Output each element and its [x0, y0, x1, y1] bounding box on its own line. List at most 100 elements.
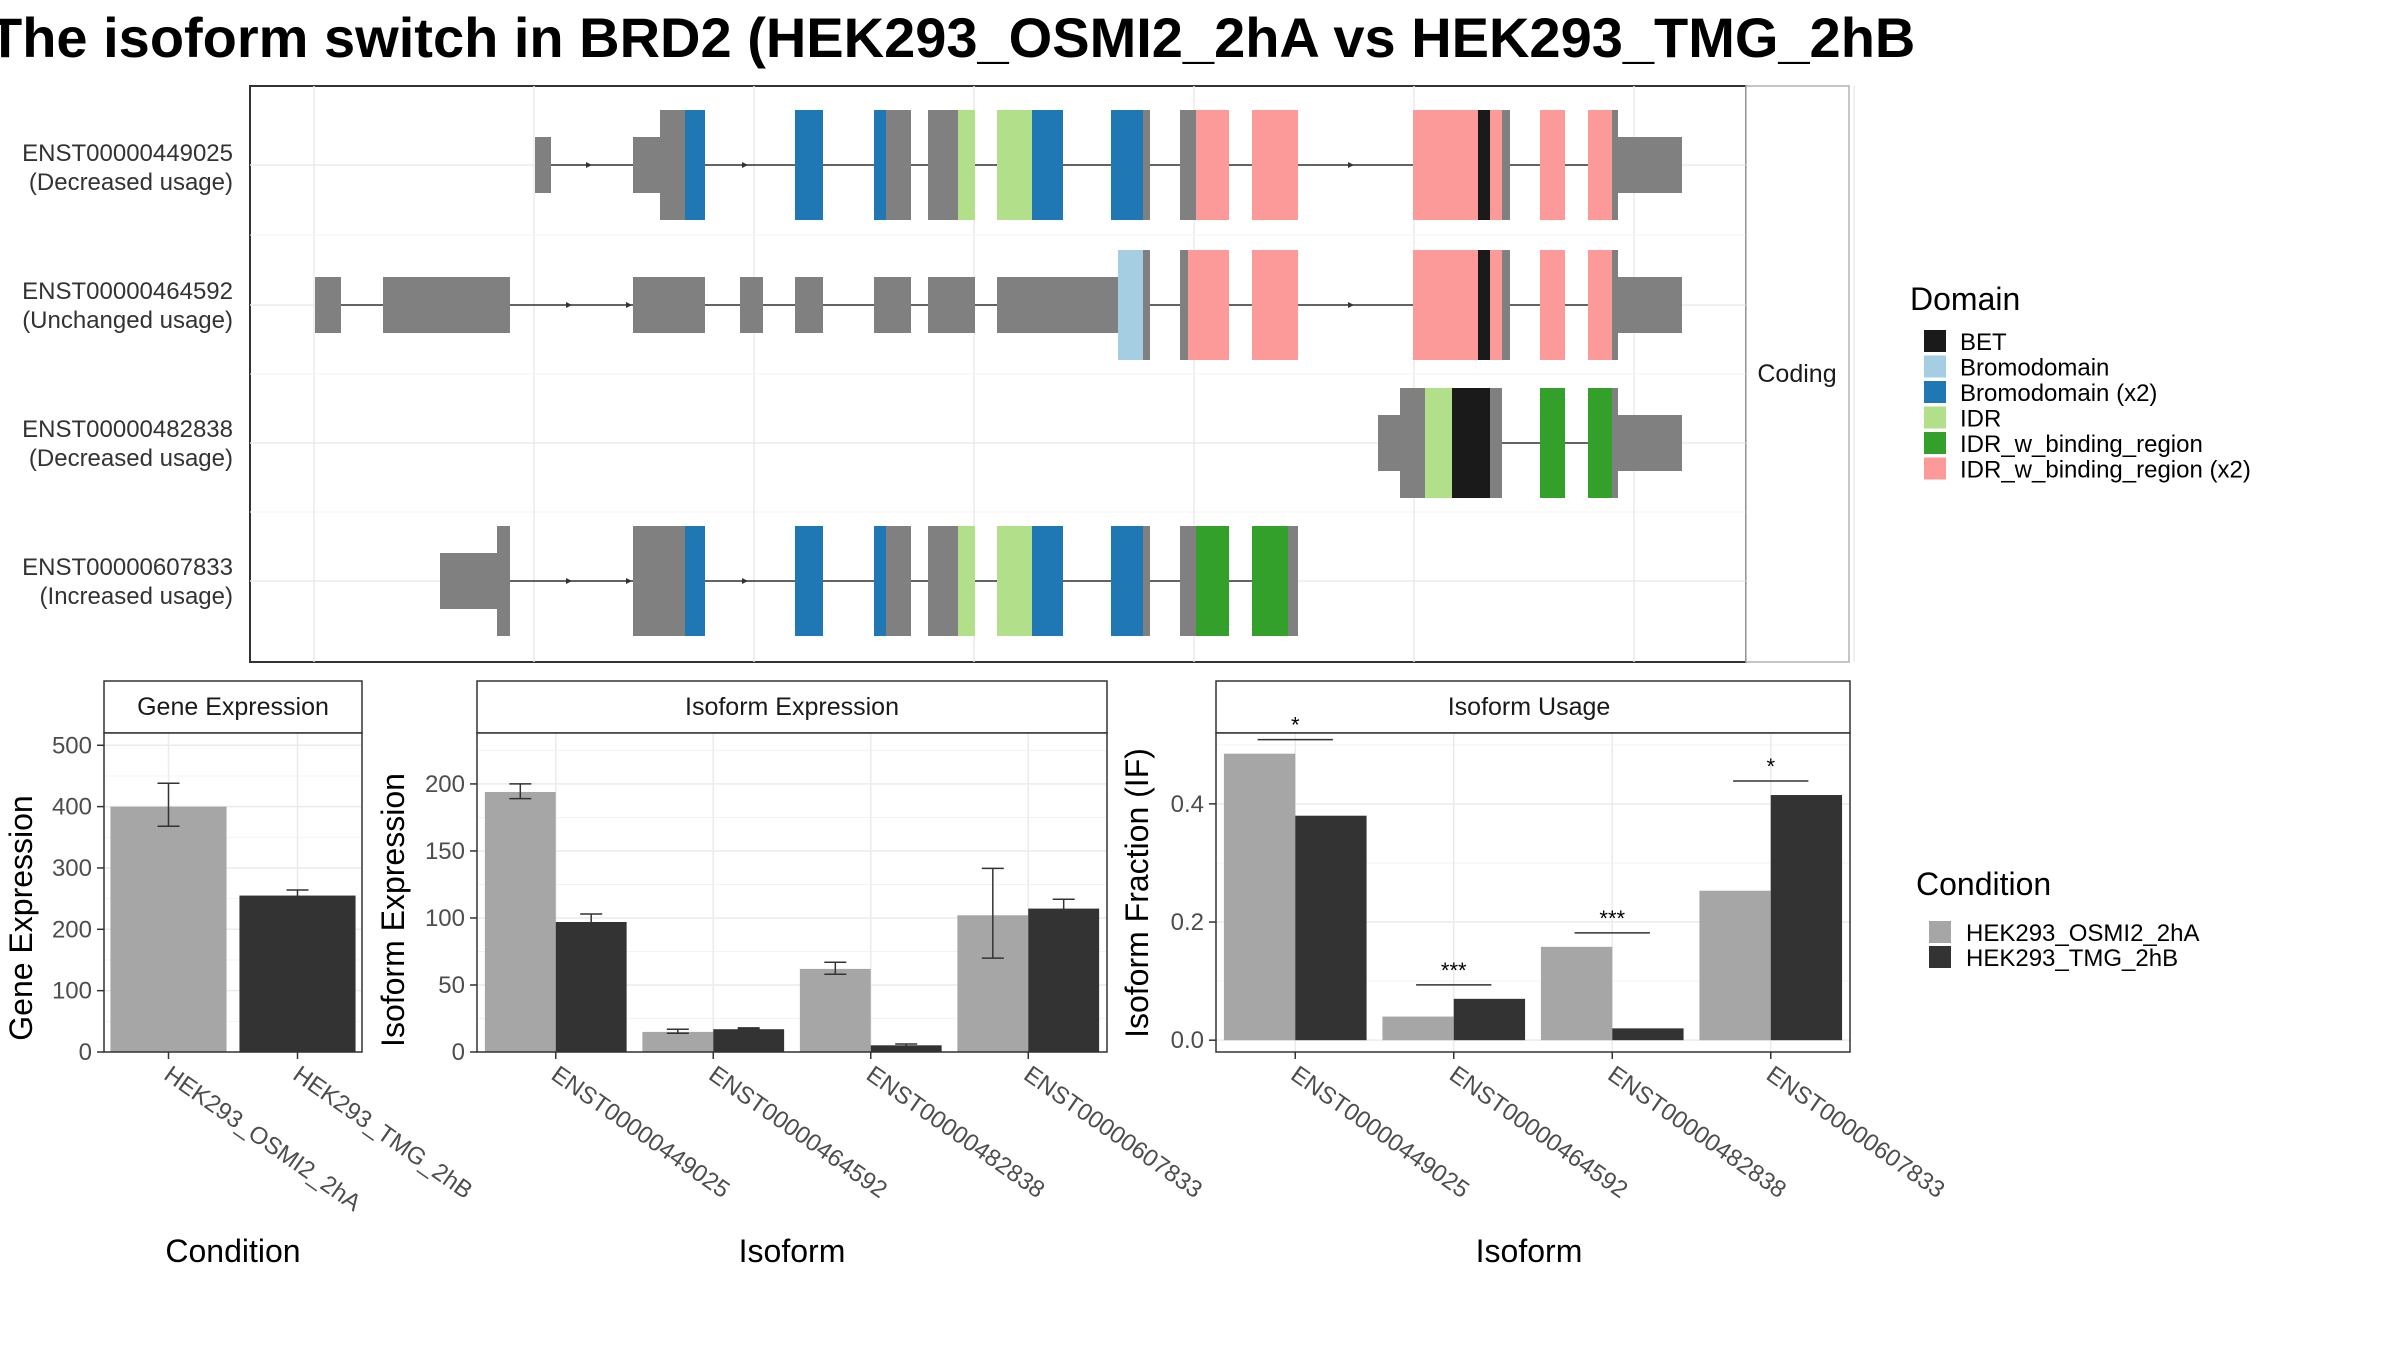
domain-segment — [685, 110, 705, 220]
domain-segment — [1490, 250, 1502, 360]
legend-swatch — [1924, 457, 1946, 480]
y-tick-label: 0.0 — [1171, 1027, 1204, 1054]
domain-legend-title: Domain — [1910, 281, 2020, 317]
transcript-id-label: ENST00000482838 — [22, 416, 233, 443]
error-bar — [981, 867, 1004, 959]
plot-border — [1215, 732, 1851, 1053]
exon-segment — [886, 526, 911, 636]
domain-segment — [1452, 388, 1490, 498]
domain-segment — [1032, 110, 1063, 220]
legend-swatch — [1924, 330, 1946, 352]
y-tick-label: 200 — [425, 771, 465, 798]
transcript-track — [440, 526, 1298, 636]
bar — [1770, 795, 1843, 1041]
bar — [713, 1029, 785, 1052]
direction-arrow — [626, 578, 632, 584]
exon-segment — [1143, 110, 1150, 220]
y-tick-label: 100 — [425, 905, 465, 932]
domain-segment — [1111, 110, 1143, 220]
y-tick-label: 300 — [52, 855, 92, 882]
y-tick-label: 0.2 — [1171, 909, 1204, 936]
legend-swatch — [1924, 406, 1946, 429]
exon-segment — [660, 110, 685, 220]
domain-segment — [1540, 388, 1565, 498]
y-axis-title: Gene Expression — [3, 795, 39, 1040]
panel-strip — [476, 680, 1108, 734]
transcript-tracks — [315, 110, 1682, 636]
exon-segment — [1143, 250, 1150, 360]
domain-segment — [1478, 110, 1490, 220]
error-bar — [1052, 898, 1075, 918]
bar — [870, 1045, 942, 1052]
domain-segment — [1490, 110, 1502, 220]
direction-arrow — [566, 302, 572, 308]
legend-swatch — [1929, 921, 1951, 943]
significance-label: *** — [1599, 906, 1625, 931]
bar — [1028, 908, 1100, 1052]
direction-arrow — [1348, 162, 1354, 168]
exon-segment — [1490, 388, 1502, 498]
transcript-usage-label: (Decreased usage) — [29, 169, 233, 196]
exon-segment — [633, 526, 685, 636]
exon-segment — [1618, 415, 1682, 471]
exon-segment — [874, 277, 911, 333]
domain-segment — [958, 526, 975, 636]
transcript-track — [1378, 388, 1682, 498]
exon-segment — [440, 553, 497, 609]
legend-label: HEK293_TMG_2hB — [1966, 945, 2178, 972]
exon-segment — [1378, 415, 1400, 471]
domain-segment — [1111, 526, 1143, 636]
exon-segment — [535, 137, 551, 193]
structure-facet-label: Coding — [1757, 360, 1836, 388]
bar — [1295, 815, 1367, 1041]
legend-label: Bromodomain — [1960, 355, 2109, 382]
direction-arrow — [586, 162, 592, 168]
exon-segment — [1143, 526, 1150, 636]
legend-swatch — [1929, 946, 1951, 968]
legend-label: Bromodomain (x2) — [1960, 380, 2157, 407]
exon-segment — [928, 277, 975, 333]
transcript-usage-label: (Unchanged usage) — [22, 307, 233, 334]
bar — [1223, 753, 1296, 1041]
bar — [555, 921, 627, 1052]
error-bar — [580, 913, 603, 930]
legend-label: BET — [1960, 329, 2007, 356]
y-axis-title: Isoform Expression — [375, 773, 411, 1047]
error-bar — [509, 783, 532, 800]
x-axis-title: Isoform — [1476, 1233, 1583, 1269]
domain-segment — [1252, 250, 1298, 360]
domain-segment — [1188, 250, 1229, 360]
y-tick-label: 500 — [52, 732, 92, 759]
direction-arrow — [742, 578, 748, 584]
exon-segment — [997, 277, 1118, 333]
domain-segment — [1196, 110, 1229, 220]
transcript-usage-label: (Decreased usage) — [29, 445, 233, 472]
transcript-track — [315, 250, 1682, 360]
plot-border — [103, 732, 363, 1053]
panel-title: Isoform Expression — [685, 693, 899, 721]
significance-label: *** — [1441, 958, 1467, 983]
y-tick-label: 0.4 — [1171, 791, 1204, 818]
x-axis-title: Condition — [165, 1233, 300, 1269]
bar — [1382, 1016, 1454, 1041]
error-bar — [286, 889, 309, 900]
exon-segment — [928, 110, 958, 220]
bar — [642, 1031, 714, 1052]
domain-segment — [1540, 110, 1565, 220]
error-bar — [157, 782, 180, 827]
domain-segment — [1425, 388, 1452, 498]
plot-border — [476, 732, 1108, 1053]
y-axis-title: Isoform Fraction (IF) — [1119, 748, 1155, 1038]
domain-segment — [1252, 110, 1298, 220]
transcript-id-label: ENST00000449025 — [22, 140, 233, 167]
direction-arrow — [742, 162, 748, 168]
domain-segment — [997, 110, 1032, 220]
y-tick-label: 0 — [452, 1039, 465, 1066]
figure-title: The isoform switch in BRD2 (HEK293_OSMI2… — [0, 6, 1915, 69]
direction-arrow — [566, 578, 572, 584]
exon-segment — [795, 277, 823, 333]
